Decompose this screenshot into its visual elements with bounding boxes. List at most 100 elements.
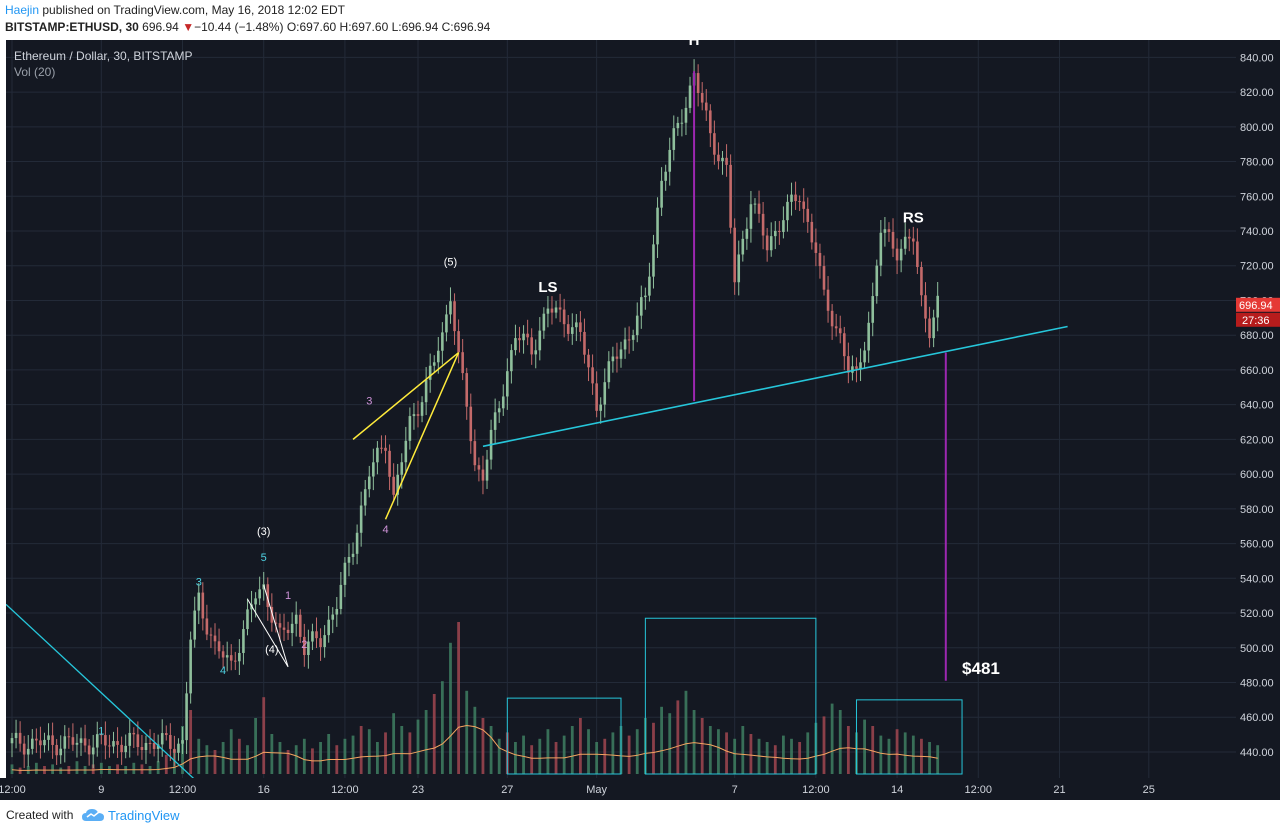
candle-body — [445, 314, 448, 333]
wave-label: 3 — [196, 576, 202, 588]
candle-body — [197, 592, 201, 611]
candle-body — [501, 396, 505, 409]
price-tick-label: 820.00 — [1240, 87, 1274, 99]
volume-bar — [936, 745, 940, 774]
last-price: 696.94 — [142, 20, 179, 34]
candle-body — [303, 636, 306, 656]
volume-bar — [164, 754, 168, 774]
candle-body — [514, 338, 517, 351]
candle-body — [229, 655, 233, 661]
price-axis[interactable]: 440.00 460.00 480.00 500.00 520.00 540.00 560.… — [1236, 40, 1280, 778]
time-tick-label: 25 — [1143, 784, 1155, 796]
candle-body — [209, 634, 213, 636]
candle-body — [907, 236, 911, 239]
time-axis[interactable]: 12:00 9 12:00 16 12:00 23 27 May 7 12:00 14 12:00 21… — [0, 778, 1280, 800]
time-tick-label: 14 — [891, 784, 903, 796]
price-tick-label: 780.00 — [1240, 157, 1274, 169]
candle-body — [26, 748, 30, 755]
volume-bar — [34, 762, 38, 774]
candle-body — [920, 266, 923, 296]
wave-label: 1 — [98, 726, 104, 738]
volume-bar — [481, 718, 485, 774]
time-tick-label: May — [586, 784, 607, 796]
candle-body — [912, 238, 915, 242]
time-axis-labels: 12:00 9 12:00 16 12:00 23 27 May 7 12:00 14 12:00 21… — [0, 784, 1155, 796]
candle-body — [887, 229, 891, 232]
volume-bar — [725, 732, 728, 774]
candle-body — [542, 313, 546, 331]
candle-body — [607, 361, 611, 383]
candle-body — [518, 338, 521, 341]
grid-lines — [6, 40, 1236, 778]
candle-body — [112, 741, 115, 747]
candle-body — [258, 589, 261, 599]
volume-bar — [189, 710, 193, 774]
price-tick-label: 760.00 — [1240, 191, 1274, 203]
candle-body — [152, 742, 156, 749]
candle-body — [851, 366, 854, 373]
volume-bar — [10, 764, 14, 774]
volume-bar — [489, 726, 493, 774]
candle-body — [757, 203, 761, 214]
candle-body — [721, 157, 724, 162]
candle-body — [242, 629, 245, 653]
candle-body — [530, 337, 533, 355]
time-tick-label: 23 — [412, 784, 424, 796]
pattern-label: RS — [903, 209, 924, 226]
time-tick-label: 7 — [732, 784, 738, 796]
volume-bar — [156, 761, 160, 774]
time-tick-label: 27 — [501, 784, 513, 796]
candle-body — [769, 236, 773, 251]
price-tick-label: 560.00 — [1240, 539, 1274, 551]
candle-body — [315, 631, 318, 639]
tradingview-brand-link[interactable]: TradingView — [82, 805, 180, 825]
candle-body — [298, 614, 302, 637]
candle-body — [335, 608, 339, 615]
candle-body — [668, 149, 672, 172]
candle-body — [128, 732, 132, 746]
ohlc-values: O:697.60 H:697.60 L:696.94 C:696.94 — [286, 20, 491, 34]
candle-body — [83, 738, 87, 746]
volume-bar — [700, 718, 704, 774]
price-tick-label: 800.00 — [1240, 122, 1274, 134]
candle-body — [376, 447, 379, 463]
time-tick-label: 16 — [258, 784, 270, 796]
tradingview-cloud-icon — [82, 809, 104, 821]
volume-bar — [75, 761, 79, 774]
candle-body — [570, 327, 574, 334]
candle-body — [148, 742, 152, 744]
candle-body — [696, 73, 700, 94]
volume-bar — [286, 750, 290, 774]
candle-body — [14, 732, 18, 739]
candle-body — [843, 333, 846, 357]
volume-bar — [587, 729, 590, 774]
volume-bar — [717, 729, 720, 774]
volume-bar — [465, 690, 469, 774]
wedge-upper-line — [352, 351, 460, 440]
author-link[interactable]: Haejin — [5, 3, 40, 17]
candle-body — [558, 307, 562, 310]
volume-bar — [765, 742, 769, 774]
volume-bar — [903, 732, 907, 774]
candle-body — [713, 133, 716, 155]
candle-body — [725, 157, 728, 165]
candle-body — [891, 231, 895, 249]
last-price-tag-text: 696.94 — [1239, 300, 1273, 312]
candle-body — [619, 349, 623, 359]
volume-bar — [392, 713, 396, 774]
candle-body — [47, 735, 50, 740]
candle-body — [737, 254, 741, 283]
volume-ma-line — [11, 724, 938, 771]
wave-label: 4 — [220, 665, 226, 677]
volume-bar — [51, 764, 54, 774]
candle-body — [879, 232, 883, 266]
candle-body — [928, 318, 931, 339]
candle-body — [916, 241, 919, 267]
candle-body — [437, 350, 440, 363]
candle-body — [481, 469, 485, 481]
chart-plot-area[interactable]: 1 3 4 5 (3) (4) 1 2 3 4 (5) LS H RS $481 Ethereum / Do… — [5, 32, 1236, 784]
candle-body — [189, 639, 192, 694]
wave-label: 5 — [261, 552, 267, 564]
volume-bar — [237, 738, 241, 774]
candle-body — [554, 307, 558, 313]
